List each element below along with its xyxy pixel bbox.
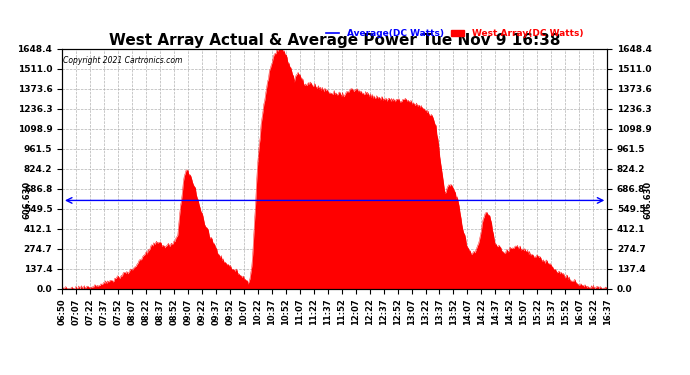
Title: West Array Actual & Average Power Tue Nov 9 16:38: West Array Actual & Average Power Tue No… (109, 33, 560, 48)
Legend: Average(DC Watts), West Array(DC Watts): Average(DC Watts), West Array(DC Watts) (322, 26, 586, 42)
Text: 606.630: 606.630 (22, 182, 31, 219)
Text: Copyright 2021 Cartronics.com: Copyright 2021 Cartronics.com (63, 56, 182, 65)
Text: 606.630: 606.630 (644, 182, 653, 219)
